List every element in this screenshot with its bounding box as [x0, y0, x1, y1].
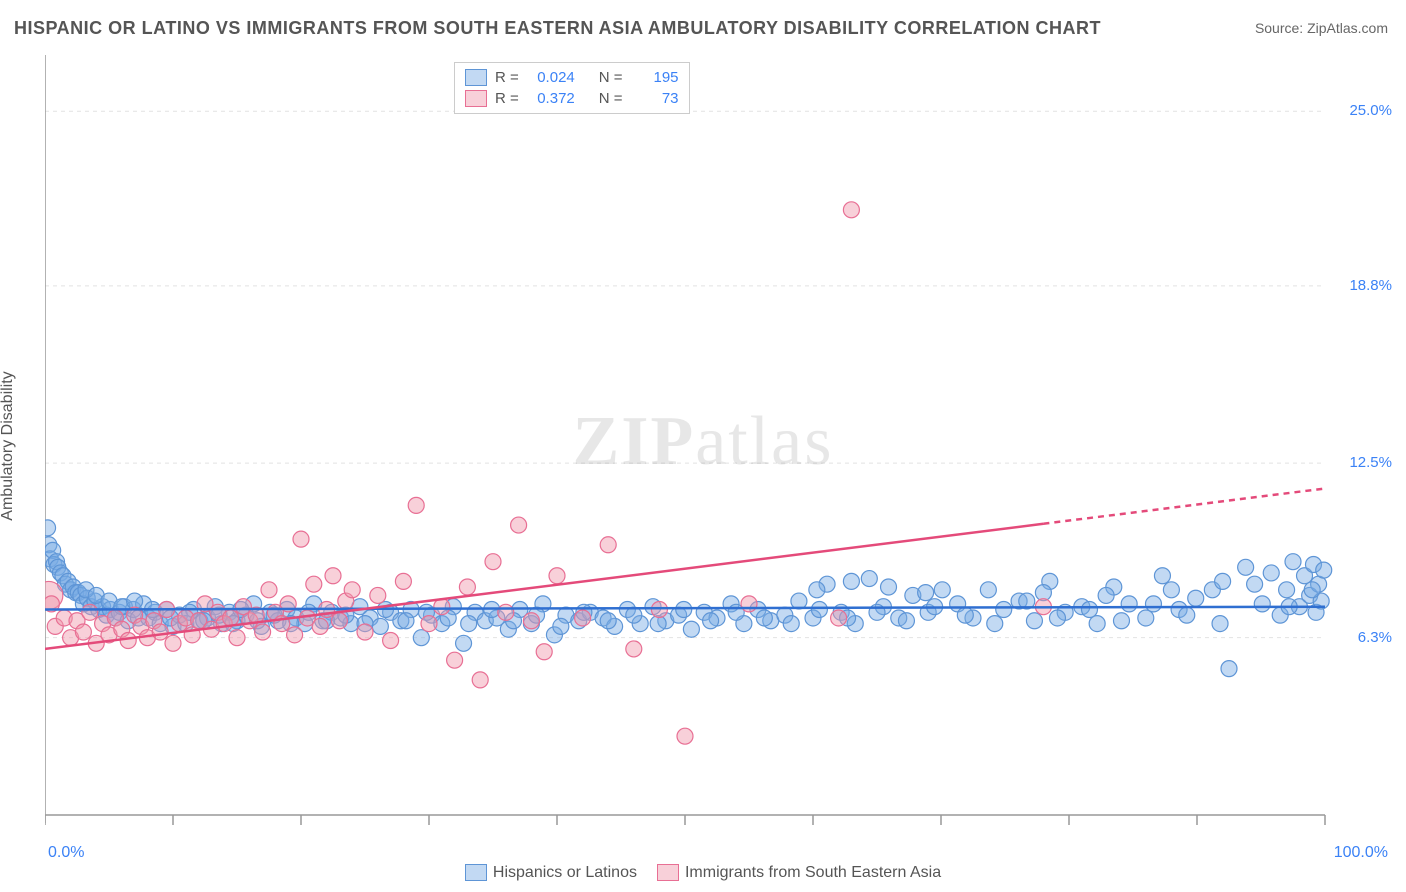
n-label: N =	[599, 90, 623, 107]
y-tick-label: 25.0%	[1349, 102, 1392, 119]
legend-label: Hispanics or Latinos	[493, 864, 637, 882]
x-axis-max-label: 100.0%	[1334, 844, 1388, 862]
n-value: 73	[631, 90, 679, 107]
chart-title: HISPANIC OR LATINO VS IMMIGRANTS FROM SO…	[14, 18, 1101, 39]
y-axis-label: Ambulatory Disability	[0, 297, 17, 446]
correlation-scatter-chart	[45, 55, 1375, 825]
y-tick-label: 18.8%	[1349, 277, 1392, 294]
legend-swatch	[465, 90, 487, 107]
y-tick-label: 12.5%	[1349, 454, 1392, 471]
legend-item: Immigrants from South Eastern Asia	[657, 864, 941, 882]
stats-legend: R = 0.024 N = 195 R = 0.372 N = 73	[454, 62, 690, 114]
n-label: N =	[599, 69, 623, 86]
legend-swatch	[657, 864, 679, 881]
stats-legend-row: R = 0.372 N = 73	[465, 88, 679, 109]
source-prefix: Source:	[1255, 20, 1307, 36]
legend-swatch	[465, 69, 487, 86]
r-label: R =	[495, 90, 519, 107]
series-Hispanics or Latinos	[45, 520, 1332, 677]
legend-label: Immigrants from South Eastern Asia	[685, 864, 941, 882]
series-legend: Hispanics or Latinos Immigrants from Sout…	[0, 864, 1406, 887]
legend-swatch	[465, 864, 487, 881]
legend-item: Hispanics or Latinos	[465, 864, 637, 882]
source-attribution: Source: ZipAtlas.com	[1255, 20, 1388, 36]
r-label: R =	[495, 69, 519, 86]
x-axis-min-label: 0.0%	[48, 844, 84, 862]
n-value: 195	[631, 69, 679, 86]
source-name: ZipAtlas.com	[1307, 20, 1388, 36]
y-tick-label: 6.3%	[1358, 629, 1392, 646]
r-value: 0.024	[527, 69, 575, 86]
series-Immigrants from South Eastern Asia	[45, 202, 1051, 744]
r-value: 0.372	[527, 90, 575, 107]
stats-legend-row: R = 0.024 N = 195	[465, 67, 679, 88]
